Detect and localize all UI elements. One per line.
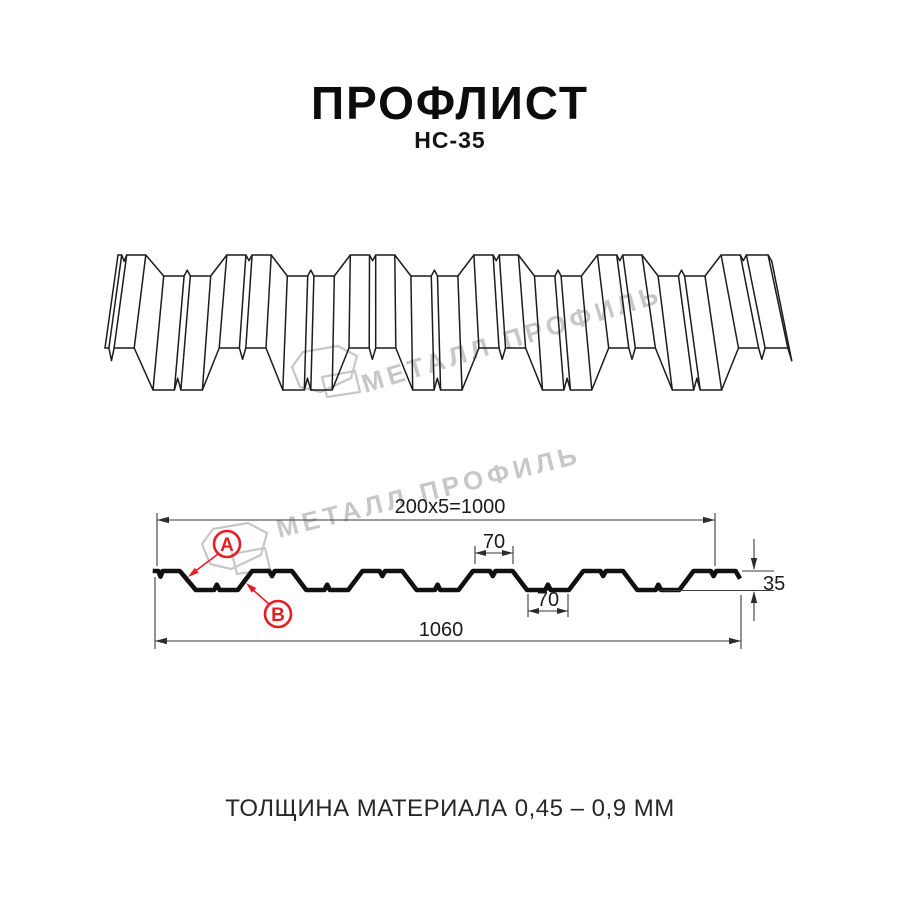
callout-a-label: A (220, 535, 234, 556)
dim-crest-width: 70 (483, 531, 505, 553)
page-title: ПРОФЛИСТ (311, 77, 589, 129)
watermark-text: МЕТАЛЛ ПРОФИЛЬ (273, 439, 584, 544)
dim-profile-height: 35 (763, 573, 785, 595)
watermark-over-section: МЕТАЛЛ ПРОФИЛЬ (200, 439, 584, 576)
callout-b-arrowhead (246, 583, 257, 593)
material-thickness-note: ТОЛЩИНА МАТЕРИАЛА 0,45 – 0,9 ММ (225, 795, 675, 822)
callouts: A B (188, 529, 293, 629)
profile-cross-section (152, 568, 743, 593)
watermark-text: МЕТАЛЛ ПРОФИЛЬ (358, 279, 666, 399)
callout-b-arrow (251, 588, 270, 605)
callout-a-circle (212, 529, 242, 559)
profile-model-label: НС-35 (414, 127, 486, 153)
callout-a-arrowhead (188, 567, 199, 577)
dimension-arrows (155, 516, 758, 645)
dimension-lines (154, 513, 774, 649)
metal-profil-logo-icon (200, 521, 272, 576)
callout-b-circle (263, 599, 293, 629)
dim-valley-width: 70 (537, 589, 559, 611)
dim-overall-width: 1060 (419, 619, 464, 641)
callout-b-label: B (271, 605, 285, 626)
dimension-labels: 200x5=1000 70 70 35 1060 (395, 496, 786, 641)
profile-3d-view (104, 254, 793, 391)
callout-a-arrow (192, 553, 219, 574)
dim-coverage: 200x5=1000 (395, 496, 506, 518)
